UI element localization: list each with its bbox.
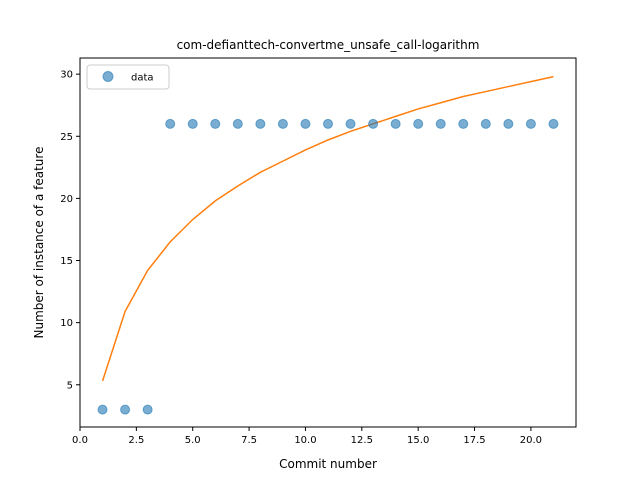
x-tick-label: 10.0: [294, 435, 316, 446]
data-point: [525, 118, 536, 129]
x-axis-ticks: 0.0 2.5 5.0 7.5 10.0 12.5 15.0 17.5 20.0: [72, 427, 542, 446]
legend: data: [86, 64, 170, 90]
data-point: [97, 404, 108, 415]
data-point: [210, 118, 221, 129]
data-point: [458, 118, 469, 129]
data-point: [413, 118, 424, 129]
y-tick-label: 10: [60, 318, 73, 329]
data-point: [435, 118, 446, 129]
chart-title: com-defianttech-convertme_unsafe_call-lo…: [177, 38, 480, 52]
data-point: [120, 404, 131, 415]
x-tick-label: 17.5: [463, 435, 485, 446]
x-tick-label: 12.5: [351, 435, 373, 446]
data-point: [368, 118, 379, 129]
legend-marker-data: [102, 71, 114, 82]
data-point: [165, 118, 176, 129]
data-point: [323, 118, 333, 129]
data-point: [503, 118, 514, 129]
x-axis-label: Commit number: [279, 457, 377, 471]
data-point: [255, 118, 266, 129]
data-point: [187, 118, 198, 129]
x-tick-label: 2.5: [128, 435, 144, 446]
axes-frame: [79, 57, 577, 428]
data-point: [300, 118, 311, 129]
x-tick-label: 15.0: [407, 435, 429, 446]
y-axis-ticks: 5 10 15 20 25 30: [60, 70, 80, 391]
legend-label-data: data: [131, 73, 154, 84]
y-axis-label: Number of instance of a feature: [32, 147, 46, 339]
y-tick-label: 25: [60, 132, 73, 143]
data-point: [480, 118, 491, 129]
data-point: [548, 118, 559, 129]
fit-line: [101, 75, 554, 382]
x-tick-label: 0.0: [72, 435, 88, 446]
y-tick-label: 5: [67, 380, 73, 391]
x-tick-label: 7.5: [241, 435, 257, 446]
legend-box: [86, 64, 170, 90]
x-tick-label: 5.0: [185, 435, 201, 446]
y-tick-label: 15: [60, 256, 73, 267]
plot-area: [97, 75, 559, 415]
y-tick-label: 30: [60, 70, 73, 81]
data-point: [345, 118, 356, 129]
y-tick-label: 20: [60, 194, 73, 205]
data-point: [232, 118, 243, 129]
data-point: [277, 118, 288, 129]
data-point: [390, 118, 401, 129]
data-point: [142, 404, 153, 415]
x-tick-label: 20.0: [520, 435, 542, 446]
